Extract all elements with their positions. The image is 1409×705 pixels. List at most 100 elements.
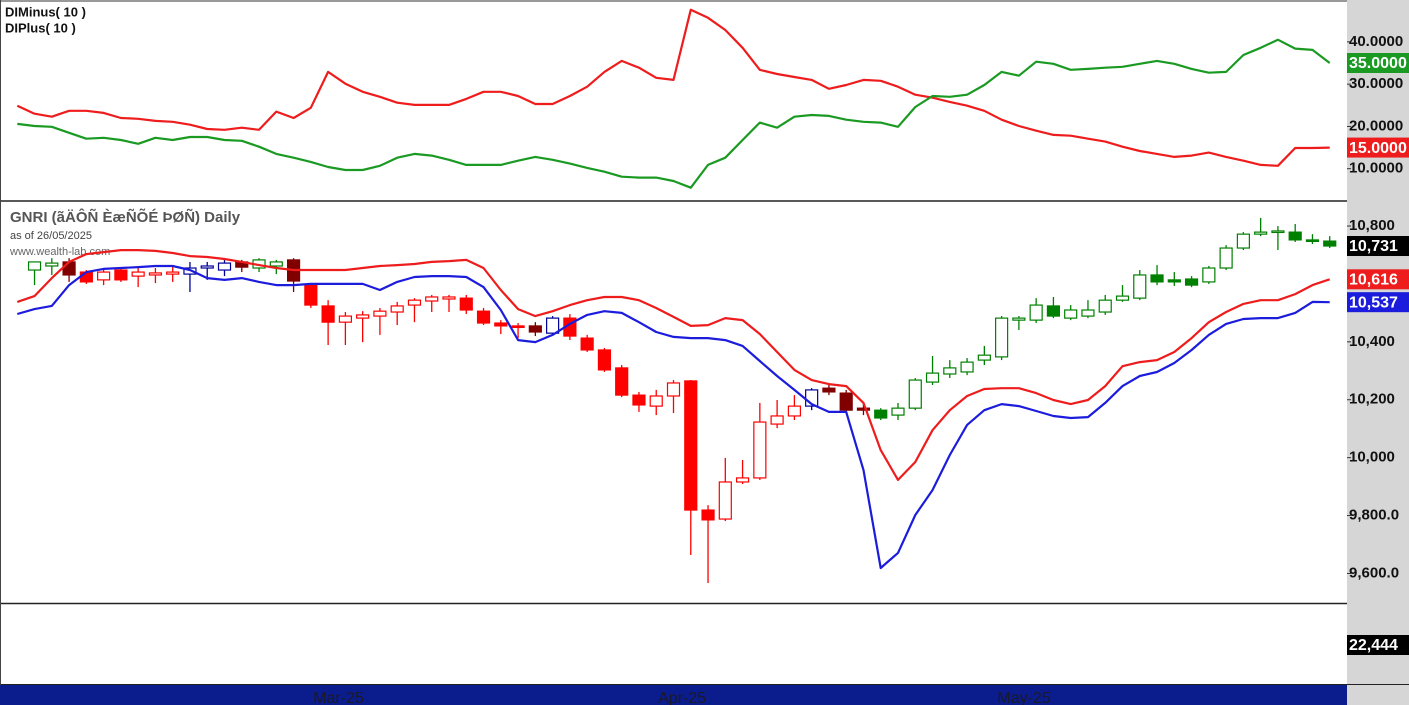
candle-body bbox=[943, 367, 957, 375]
value-label: 35.0000 bbox=[1349, 55, 1407, 72]
candle-body bbox=[701, 509, 715, 521]
candle-body bbox=[1323, 240, 1337, 247]
y-tick-label: 9,800.0 bbox=[1349, 507, 1399, 524]
candle-body bbox=[874, 409, 888, 419]
x-tick-label: May-25 bbox=[997, 690, 1050, 705]
candle-body bbox=[166, 271, 180, 275]
candle-body bbox=[425, 296, 439, 302]
candle-body bbox=[770, 415, 784, 425]
legend-entry: DIPlus( 10 ) bbox=[5, 20, 76, 35]
candle-body bbox=[304, 284, 318, 306]
candle-body bbox=[787, 405, 801, 417]
candle-body bbox=[79, 271, 93, 283]
plot-background bbox=[0, 0, 1347, 705]
candle-body bbox=[684, 380, 698, 511]
value-label-box bbox=[1347, 53, 1409, 74]
candle-body bbox=[97, 271, 111, 281]
candle-body bbox=[45, 262, 59, 267]
candle-body bbox=[1236, 233, 1250, 249]
candle-body bbox=[839, 392, 853, 411]
candle-body bbox=[1288, 231, 1302, 241]
candle-body bbox=[1029, 304, 1043, 321]
candle-body bbox=[1115, 295, 1130, 301]
y-tick-label: 10,200 bbox=[1349, 391, 1395, 408]
candle-body bbox=[200, 265, 214, 269]
annotation: www.wealth-lab.com bbox=[9, 246, 110, 258]
candle-body bbox=[960, 361, 974, 373]
candle-body bbox=[856, 407, 871, 411]
candle-body bbox=[1081, 309, 1095, 317]
candle-body bbox=[269, 261, 283, 267]
candle-body bbox=[131, 271, 145, 277]
candle-body bbox=[1184, 278, 1199, 286]
candle-body bbox=[148, 272, 163, 276]
candle-body bbox=[511, 325, 525, 329]
candle-body bbox=[27, 261, 42, 271]
series-line bbox=[17, 38, 1331, 189]
candle-body bbox=[356, 314, 370, 319]
series-line bbox=[16, 249, 1331, 481]
value-label-box bbox=[1347, 635, 1409, 655]
value-label: 10,537 bbox=[1349, 294, 1398, 311]
candle-body bbox=[580, 337, 594, 351]
chart-title: GNRI (ãÄÔÑ ÈæÑÕÉ ÞØÑ) Daily bbox=[10, 208, 241, 226]
candle-body bbox=[338, 315, 352, 323]
candle-body bbox=[1012, 317, 1026, 321]
candle-body bbox=[1305, 239, 1320, 243]
candle-body bbox=[977, 354, 991, 361]
candle-body bbox=[995, 317, 1009, 358]
candle-body bbox=[407, 299, 422, 306]
y-tick-label: 10,800 bbox=[1349, 217, 1395, 234]
candle-body bbox=[666, 382, 681, 397]
date-bar bbox=[0, 685, 1347, 705]
candle-body bbox=[528, 325, 542, 333]
value-label-box bbox=[1347, 269, 1409, 290]
candle-body bbox=[217, 262, 232, 271]
y-tick-label: 20.0000 bbox=[1349, 117, 1403, 134]
candle-body bbox=[718, 481, 732, 520]
y-tick-label: 10.0000 bbox=[1349, 160, 1403, 177]
candle-body bbox=[1133, 274, 1147, 299]
candle-body bbox=[1254, 231, 1268, 235]
candle-body bbox=[1167, 279, 1181, 283]
y-tick-label: 30.0000 bbox=[1349, 75, 1403, 92]
candle-body bbox=[1219, 247, 1233, 269]
candle-body bbox=[891, 407, 905, 416]
candle-body bbox=[753, 421, 767, 479]
candle-body bbox=[442, 296, 456, 300]
candle-body bbox=[62, 261, 76, 276]
series-line bbox=[16, 264, 1330, 570]
value-label-box bbox=[1347, 292, 1409, 313]
candle-body bbox=[597, 349, 612, 371]
candle-body bbox=[390, 305, 404, 313]
legend-entry: DIMinus( 10 ) bbox=[5, 4, 86, 19]
axis-strip bbox=[1347, 0, 1409, 705]
series-line bbox=[16, 8, 1330, 167]
candle-body bbox=[615, 367, 629, 396]
candle-body bbox=[494, 322, 508, 327]
candle-body bbox=[925, 372, 940, 383]
candle-body bbox=[1202, 267, 1216, 283]
candle-body bbox=[1271, 230, 1285, 234]
y-tick-label: 10,000 bbox=[1349, 449, 1395, 466]
chart-subtitle: as of 26/05/2025 bbox=[10, 230, 92, 242]
value-label-box bbox=[1347, 137, 1409, 158]
volume-value-label: 22,444 bbox=[1349, 637, 1398, 654]
candle-body bbox=[546, 317, 560, 334]
value-label: 15.0000 bbox=[1349, 140, 1407, 157]
candle-body bbox=[321, 305, 335, 323]
value-label: 10,616 bbox=[1349, 272, 1398, 289]
candle-body bbox=[373, 310, 387, 317]
candle-body bbox=[114, 269, 128, 281]
candle-body bbox=[649, 395, 663, 407]
candle-body bbox=[1098, 299, 1112, 313]
candle-body bbox=[1150, 274, 1164, 283]
candle-body bbox=[735, 477, 750, 483]
x-tick-label: Mar-25 bbox=[313, 690, 364, 705]
y-tick-label: 9,600.0 bbox=[1349, 564, 1399, 581]
value-label: 10,731 bbox=[1349, 238, 1398, 255]
value-label-box bbox=[1347, 236, 1409, 257]
candle-body bbox=[476, 310, 491, 324]
x-tick-label: Apr-25 bbox=[658, 690, 706, 705]
